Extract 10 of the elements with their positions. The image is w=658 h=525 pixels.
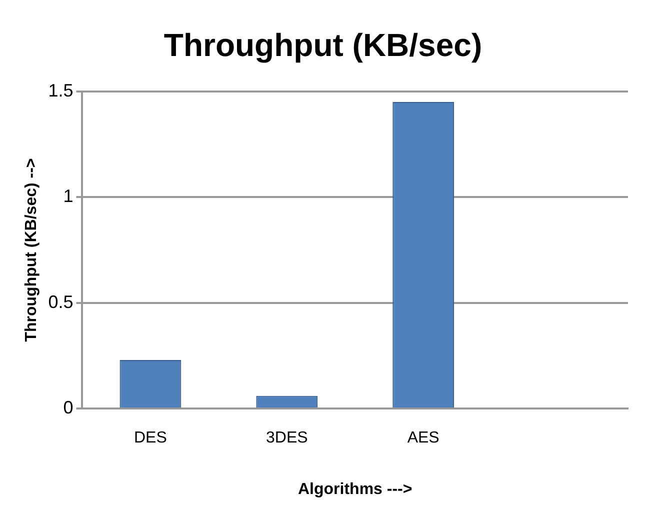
x-axis-title: Algorithms ---> bbox=[298, 480, 412, 498]
y-tick-label: 1.5 bbox=[48, 80, 74, 100]
y-tick-label: 0.5 bbox=[48, 292, 74, 312]
chart-title: Throughput (KB/sec) bbox=[164, 27, 482, 64]
y-tick-label: 1 bbox=[63, 186, 74, 206]
x-tick-label: AES bbox=[407, 430, 440, 447]
x-tick-label: DES bbox=[134, 430, 167, 447]
x-tick-label: 3DES bbox=[266, 430, 308, 447]
y-axis-title: Throughput (KB/sec) --> bbox=[23, 158, 40, 342]
y-tick-label: 0 bbox=[63, 398, 74, 418]
